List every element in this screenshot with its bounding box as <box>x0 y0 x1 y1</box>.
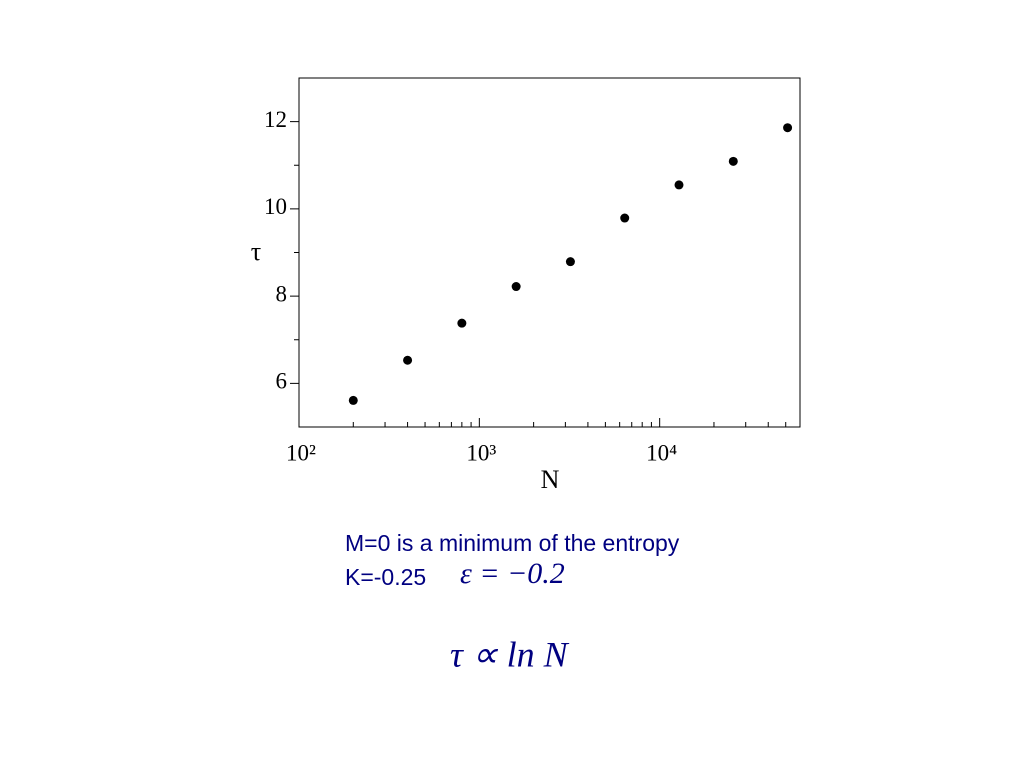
x-tick-label: 10³ <box>466 440 496 465</box>
equation: τ ∝ ln N <box>450 634 570 674</box>
point <box>403 355 413 365</box>
y-tick-label: 10 <box>264 194 287 219</box>
y-tick-label: 6 <box>276 369 288 394</box>
equation: ε = −0.2 <box>460 557 565 590</box>
annotation: M=0 is a minimum of the entropy <box>345 530 680 556</box>
point <box>783 123 793 133</box>
y-axis-label: τ <box>251 237 261 266</box>
y-tick-label: 12 <box>264 107 287 132</box>
point <box>511 282 521 292</box>
plot-frame <box>298 77 801 428</box>
point <box>620 213 630 223</box>
x-tick-label: 10⁴ <box>646 440 677 465</box>
point <box>457 318 467 328</box>
point <box>674 180 684 190</box>
annotation: K=-0.25 <box>345 564 426 590</box>
x-tick-label: 10² <box>286 440 316 465</box>
point <box>348 395 358 405</box>
point <box>565 257 575 267</box>
point <box>728 156 738 166</box>
x-axis-label: N <box>541 465 560 494</box>
y-tick-label: 8 <box>276 281 288 306</box>
